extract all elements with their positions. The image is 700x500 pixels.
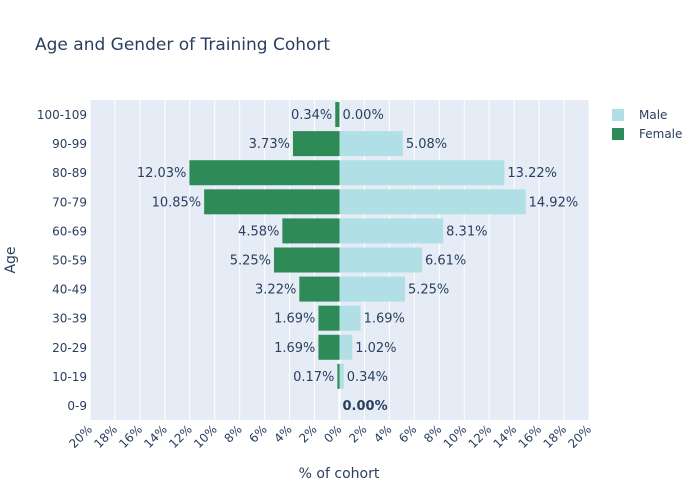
y-axis-title: Age bbox=[3, 246, 19, 273]
male-value-label: 1.69% bbox=[364, 312, 405, 327]
legend[interactable]: Male Female bbox=[612, 108, 682, 141]
male-value-label: 6.61% bbox=[425, 254, 466, 269]
female-bar-50-59[interactable] bbox=[274, 247, 340, 273]
legend-swatch-female[interactable] bbox=[612, 128, 624, 140]
female-value-label: 4.58% bbox=[238, 224, 279, 239]
male-value-label: 1.02% bbox=[355, 341, 396, 356]
female-bar-90-99[interactable] bbox=[292, 131, 340, 157]
male-bar-40-49[interactable] bbox=[339, 276, 405, 302]
male-value-label: 5.25% bbox=[408, 283, 449, 298]
female-value-label: 3.73% bbox=[249, 137, 290, 152]
y-tick-label: 30-39 bbox=[52, 312, 87, 326]
data-labels: 0.00%0.34%0.17%1.02%1.69%1.69%1.69%5.25%… bbox=[137, 108, 578, 414]
female-bar-100-109[interactable] bbox=[335, 102, 340, 128]
y-tick-label: 100-109 bbox=[37, 108, 87, 122]
male-bar-10-19[interactable] bbox=[339, 363, 344, 389]
female-bar-80-89[interactable] bbox=[189, 160, 340, 186]
female-value-label: 0.17% bbox=[293, 370, 334, 385]
bars[interactable] bbox=[189, 102, 526, 389]
male-value-label: 5.08% bbox=[406, 137, 447, 152]
male-bar-90-99[interactable] bbox=[339, 131, 403, 157]
y-axis-ticks: 0-9 10-19 20-29 30-39 40-49 50-59 60-69 70-79 80… bbox=[37, 108, 87, 413]
female-bar-60-69[interactable] bbox=[282, 218, 340, 244]
male-bar-30-39[interactable] bbox=[339, 305, 361, 331]
female-bar-30-39[interactable] bbox=[318, 305, 340, 331]
female-bar-40-49[interactable] bbox=[299, 276, 340, 302]
male-bar-50-59[interactable] bbox=[339, 247, 422, 273]
female-value-label: 1.69% bbox=[274, 341, 315, 356]
female-value-label: 1.69% bbox=[274, 312, 315, 327]
overlay-value-label: 0.00% bbox=[343, 399, 388, 414]
female-value-label: 12.03% bbox=[137, 166, 187, 181]
male-value-label: 0.00% bbox=[343, 108, 384, 123]
y-tick-label: 20-29 bbox=[52, 341, 87, 355]
legend-label-female: Female bbox=[639, 127, 682, 141]
chart-title: Age and Gender of Training Cohort bbox=[35, 35, 330, 55]
female-value-label: 10.85% bbox=[152, 195, 202, 210]
y-tick-label: 70-79 bbox=[52, 195, 87, 209]
y-tick-label: 40-49 bbox=[52, 283, 87, 297]
female-bar-70-79[interactable] bbox=[204, 189, 340, 215]
legend-label-male: Male bbox=[639, 108, 667, 122]
x-axis-title: % of cohort bbox=[299, 466, 380, 482]
male-value-label: 0.34% bbox=[347, 370, 388, 385]
legend-swatch-male[interactable] bbox=[612, 109, 624, 121]
female-value-label: 5.25% bbox=[230, 254, 271, 269]
y-tick-label: 90-99 bbox=[52, 137, 87, 151]
male-bar-80-89[interactable] bbox=[339, 160, 505, 186]
female-bar-20-29[interactable] bbox=[318, 334, 340, 360]
y-tick-label: 50-59 bbox=[52, 254, 87, 268]
male-value-label: 13.22% bbox=[507, 166, 557, 181]
y-tick-label: 0-9 bbox=[67, 399, 87, 413]
y-tick-label: 80-89 bbox=[52, 166, 87, 180]
y-tick-label: 10-19 bbox=[52, 370, 87, 384]
male-bar-70-79[interactable] bbox=[339, 189, 526, 215]
male-bar-20-29[interactable] bbox=[339, 334, 353, 360]
male-value-label: 14.92% bbox=[529, 195, 579, 210]
female-bar-10-19[interactable] bbox=[337, 363, 340, 389]
male-value-label: 8.31% bbox=[446, 224, 487, 239]
female-value-label: 3.22% bbox=[255, 283, 296, 298]
male-bar-60-69[interactable] bbox=[339, 218, 444, 244]
y-tick-label: 60-69 bbox=[52, 224, 87, 238]
female-value-label: 0.34% bbox=[291, 108, 332, 123]
